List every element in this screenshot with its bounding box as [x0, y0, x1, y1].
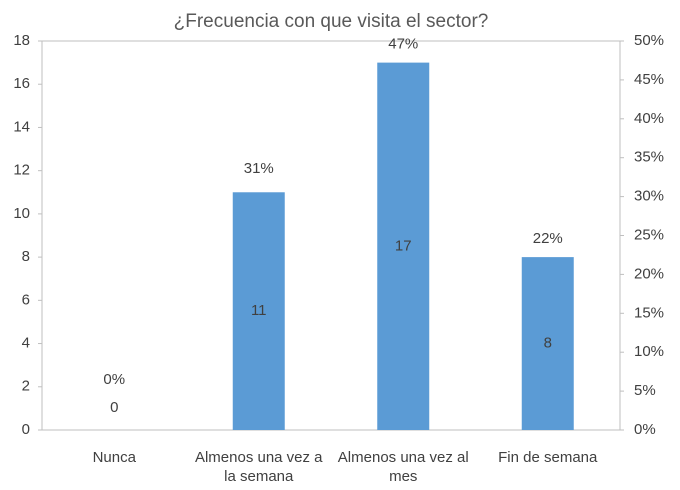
x-tick-label: Fin de semana — [498, 449, 598, 466]
y-tick-label: 16 — [13, 75, 30, 92]
y2-tick-label: 45% — [634, 71, 664, 88]
y2-tick-label: 25% — [634, 226, 664, 243]
y-tick-label: 12 — [13, 162, 30, 179]
y2-tick-label: 10% — [634, 343, 664, 360]
bar — [521, 257, 574, 430]
percent-label: 47% — [388, 35, 418, 52]
x-tick-label: Almenos una vez a la semana — [194, 449, 323, 485]
bar — [232, 192, 285, 430]
data-label: 11 — [251, 302, 267, 319]
y-tick-label: 0 — [22, 421, 30, 438]
data-label: 8 — [544, 335, 552, 352]
y-tick-label: 14 — [13, 118, 30, 135]
y-tick-label: 10 — [13, 205, 30, 222]
y2-tick-label: 50% — [634, 32, 664, 49]
data-label: 0 — [110, 399, 118, 416]
y2-tick-label: 20% — [634, 265, 664, 282]
y2-tick-label: 15% — [634, 304, 664, 321]
y2-tick-label: 40% — [634, 110, 664, 127]
percent-label: 0% — [103, 371, 125, 388]
y2-tick-label: 30% — [634, 188, 664, 205]
y-tick-label: 8 — [22, 248, 30, 265]
y-tick-label: 6 — [22, 291, 30, 308]
y-tick-label: 4 — [22, 335, 30, 352]
data-label: 17 — [395, 237, 412, 254]
bar — [377, 62, 430, 430]
y2-tick-label: 5% — [634, 382, 656, 399]
x-tick-label: Nunca — [92, 449, 136, 466]
percent-label: 22% — [533, 230, 563, 247]
y2-tick-label: 0% — [634, 421, 656, 438]
y2-tick-label: 35% — [634, 149, 664, 166]
chart-title: ¿Frecuencia con que visita el sector? — [174, 11, 489, 32]
x-tick-label: Almenos una vez al mes — [337, 449, 469, 485]
y-tick-label: 18 — [13, 32, 30, 49]
percent-label: 31% — [244, 160, 274, 177]
y-tick-label: 2 — [22, 378, 30, 395]
